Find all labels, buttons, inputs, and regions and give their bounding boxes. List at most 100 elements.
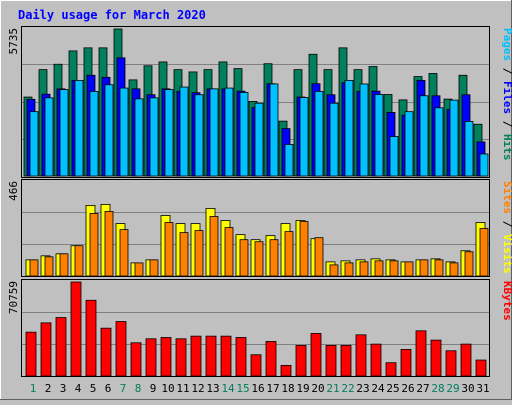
day-label-1: 1 [30,382,37,395]
chart-marks: 1 2 3 4 5 6 7 8 9 10 11 12 13 14 15 16 17 18 19 20 21 22 23 24 2… [22,28,490,395]
pages-bar-4 [74,79,84,177]
day-label-2: 2 [45,382,52,395]
day-label-19: 19 [296,382,309,395]
day-label-4: 4 [75,382,82,395]
sites-bar-13 [209,216,219,277]
kbytes-bar-19 [295,345,307,377]
sites-bar-14 [224,227,234,277]
kbytes-bar-26 [400,349,412,377]
sites-bar-30 [464,251,474,277]
pages-bar-1 [29,111,39,177]
pages-bar-15 [239,92,249,177]
pages-bar-19 [299,97,309,177]
sites-bar-8 [134,262,144,277]
legend-files: Files [501,81,512,114]
day-label-5: 5 [90,382,97,395]
pages-bar-29 [449,99,459,177]
legend-hits: Hits [501,134,512,161]
legend-pages: Pages [501,28,512,61]
day-label-27: 27 [416,382,429,395]
pages-bar-30 [464,121,474,177]
day-label-6: 6 [105,382,112,395]
sites-bar-4 [74,245,84,277]
day-label-14: 14 [221,382,235,395]
day-label-3: 3 [60,382,67,395]
kbytes-bar-28 [430,339,442,377]
top-ymax-label: 5735 [7,28,20,55]
pages-bar-31 [479,153,489,177]
legend-sites: Sites [501,181,512,214]
day-label-26: 26 [401,382,414,395]
sites-bar-27 [419,259,429,277]
kbytes-bar-21 [325,345,337,377]
day-label-23: 23 [356,382,369,395]
sites-bar-5 [89,213,99,277]
kbytes-bar-8 [130,342,142,377]
day-label-28: 28 [431,382,444,395]
sites-bar-7 [119,229,129,277]
kbytes-bar-29 [445,350,457,377]
pages-bar-21 [329,102,339,177]
pages-bar-14 [224,87,234,177]
sites-bar-25 [389,260,399,277]
kbytes-bar-13 [205,335,217,377]
legend-sep-1: / [501,61,512,81]
kbytes-bar-2 [40,322,52,377]
kbytes-bar-6 [100,327,112,377]
kbytes-bar-15 [235,337,247,377]
pages-bar-10 [164,89,174,177]
sites-bar-28 [434,259,444,277]
day-label-15: 15 [236,382,249,395]
day-label-18: 18 [281,382,294,395]
legend-kbytes: KBytes [501,281,512,321]
pages-bar-9 [149,97,159,177]
pages-bar-6 [104,84,114,177]
sites-bar-16 [254,241,264,277]
day-label-25: 25 [386,382,399,395]
sites-bar-22 [344,262,354,277]
day-label-8: 8 [135,382,142,395]
day-label-24: 24 [371,382,385,395]
pages-bar-13 [209,88,219,177]
day-label-12: 12 [191,382,204,395]
kbytes-bar-4 [70,281,82,377]
sites-bar-24 [374,260,384,277]
day-label-30: 30 [461,382,474,395]
day-label-9: 9 [150,382,157,395]
middle-ymax-label: 466 [7,181,20,201]
day-label-17: 17 [266,382,279,395]
sites-bar-31 [479,228,489,277]
sites-bar-26 [404,261,414,277]
legend-sep-2: / [501,114,512,134]
kbytes-bar-20 [310,333,322,377]
sites-bar-18 [284,231,294,277]
pages-bar-26 [404,111,414,177]
kbytes-bar-27 [415,330,427,377]
pages-bar-7 [119,87,129,177]
day-label-11: 11 [176,382,189,395]
kbytes-bar-3 [55,317,67,377]
kbytes-bar-5 [85,299,97,377]
sites-bar-15 [239,239,249,277]
pages-bar-18 [284,144,294,177]
kbytes-bar-18 [280,364,292,377]
pages-bar-22 [344,79,354,177]
sites-bar-21 [329,264,339,277]
kbytes-bar-31 [475,359,487,377]
sites-bar-6 [104,211,114,277]
sites-bar-2 [44,256,54,277]
kbytes-bar-22 [340,345,352,377]
kbytes-bar-14 [220,335,232,377]
kbytes-bar-11 [175,338,187,377]
kbytes-bar-7 [115,321,127,377]
pages-bar-17 [269,83,279,177]
pages-bar-25 [389,136,399,177]
day-label-29: 29 [446,382,459,395]
pages-bar-11 [179,86,189,177]
kbytes-bar-30 [460,343,472,377]
day-label-20: 20 [311,382,324,395]
chart-title: Daily usage for March 2020 [18,8,206,22]
day-label-10: 10 [161,382,174,395]
